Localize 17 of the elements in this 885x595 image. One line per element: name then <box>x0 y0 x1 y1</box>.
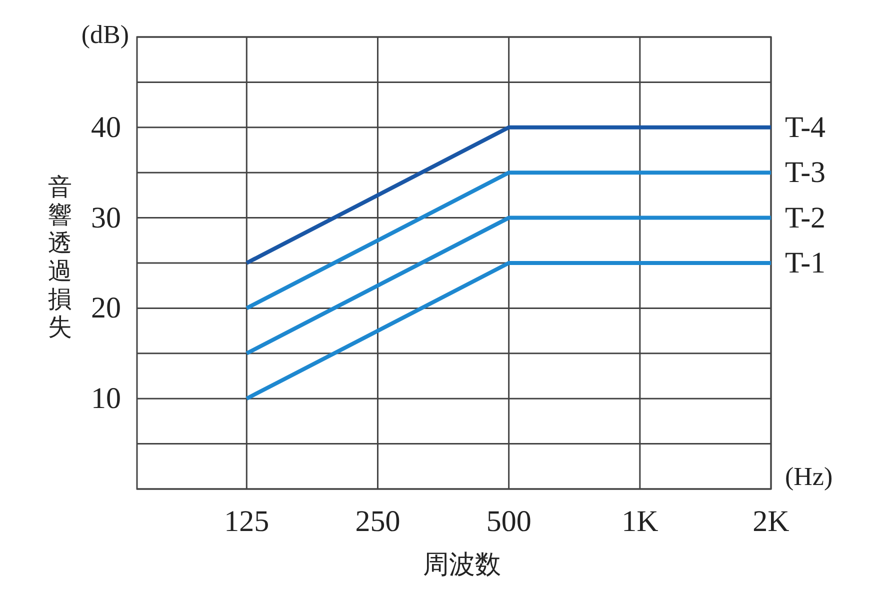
y-tick-label: 30 <box>91 201 121 234</box>
x-tick-label: 1K <box>622 505 659 538</box>
y-axis-title: 音響透過損失 <box>48 174 72 341</box>
series-label: T-1 <box>785 246 826 280</box>
series-label: T-3 <box>785 156 826 190</box>
x-tick-label: 500 <box>486 505 532 538</box>
y-tick-label: 40 <box>91 110 121 144</box>
text: (Hz) <box>785 462 833 491</box>
y-tick-label: 20 <box>91 292 121 325</box>
x-tick-label: 250 <box>355 505 400 538</box>
x-axis-title: 周波数 <box>423 550 501 579</box>
x-tick-label: 2K <box>752 505 790 538</box>
series-label: T-4 <box>785 110 826 144</box>
x-tick-label: 125 <box>224 505 270 538</box>
text: (dB) <box>81 20 129 49</box>
y-tick-label: 10 <box>91 382 121 416</box>
series-label: T-2 <box>785 201 826 234</box>
